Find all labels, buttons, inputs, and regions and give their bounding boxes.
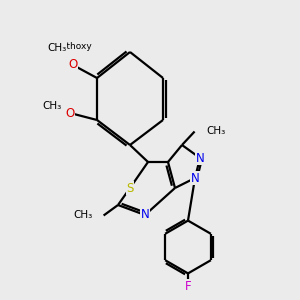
- Text: CH₃: CH₃: [74, 211, 93, 220]
- Text: CH₃: CH₃: [42, 101, 62, 111]
- Text: methoxy: methoxy: [52, 42, 92, 51]
- Text: N: N: [190, 172, 200, 184]
- Text: O: O: [68, 58, 78, 71]
- Text: N: N: [196, 152, 204, 164]
- Text: N: N: [141, 208, 149, 221]
- Text: S: S: [126, 182, 134, 194]
- Text: CH₃: CH₃: [206, 127, 225, 136]
- Text: O: O: [65, 106, 75, 119]
- Text: CH₃: CH₃: [47, 43, 67, 53]
- Text: F: F: [185, 280, 191, 293]
